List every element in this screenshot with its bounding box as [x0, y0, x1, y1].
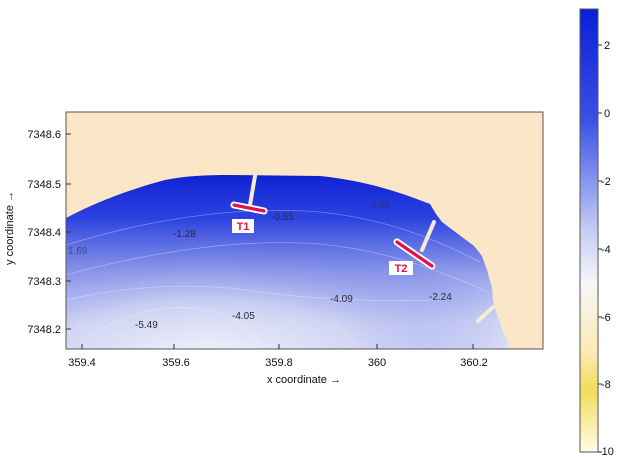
- contour-label: -1.28: [173, 229, 196, 240]
- y-axis: [66, 133, 71, 330]
- x-tick-label: 359.6: [162, 357, 190, 369]
- contour-label: 1.69: [68, 246, 88, 257]
- x-tick-label: 359.4: [68, 357, 96, 369]
- transect-tag-box-t1: [232, 219, 254, 233]
- deep-water-shading: [66, 175, 510, 349]
- x-tick-label: 359.8: [265, 357, 293, 369]
- jetties: [248, 174, 495, 323]
- contour-label: -0.55: [271, 212, 294, 223]
- y-tick-label: 7348.3: [27, 276, 61, 288]
- colorbar-tick-label: -2: [601, 176, 611, 188]
- y-tick-label: 7348.5: [27, 179, 61, 191]
- contour-label: -4.09: [330, 294, 353, 305]
- contour-value-labels: -0.55 -1.28 -4.09 -2.24 -4.05 -5.49 1.69…: [68, 200, 452, 331]
- colorbar: [579, 8, 599, 453]
- y-axis-title: y coordinate →: [4, 191, 16, 265]
- transect-tag-box-t2: [389, 261, 413, 275]
- colorbar-tick-label: 0: [604, 108, 610, 120]
- x-axis-title: x coordinate →: [267, 374, 341, 386]
- contour-label: 0.69: [371, 200, 391, 211]
- transect-t2: [393, 238, 436, 270]
- contour-label: -2.24: [429, 292, 452, 303]
- y-tick-label: 7348.4: [27, 227, 61, 239]
- y-tick-label: 7348.6: [27, 129, 61, 141]
- colorbar-tick-label: 2: [604, 40, 610, 52]
- x-tick-label: 360.2: [460, 357, 488, 369]
- y-tick-label: 7348.2: [27, 324, 61, 336]
- colorbar-tick-label: -8: [601, 379, 611, 391]
- colorbar-tick-label: -4: [601, 244, 611, 256]
- x-axis: [81, 344, 474, 349]
- colorbar-tick-label: -10: [598, 446, 614, 457]
- colorbar-tick-label: -6: [601, 312, 611, 324]
- transect-tag-t2: T2: [395, 263, 408, 275]
- contour-label: -4.05: [232, 311, 255, 322]
- x-tick-label: 360: [368, 357, 386, 369]
- transect-t1: [230, 201, 268, 215]
- colorbar-ticks: [598, 44, 602, 453]
- transect-tag-t1: T1: [237, 221, 250, 233]
- contour-label: -5.49: [135, 320, 158, 331]
- plot-frame: [65, 111, 544, 350]
